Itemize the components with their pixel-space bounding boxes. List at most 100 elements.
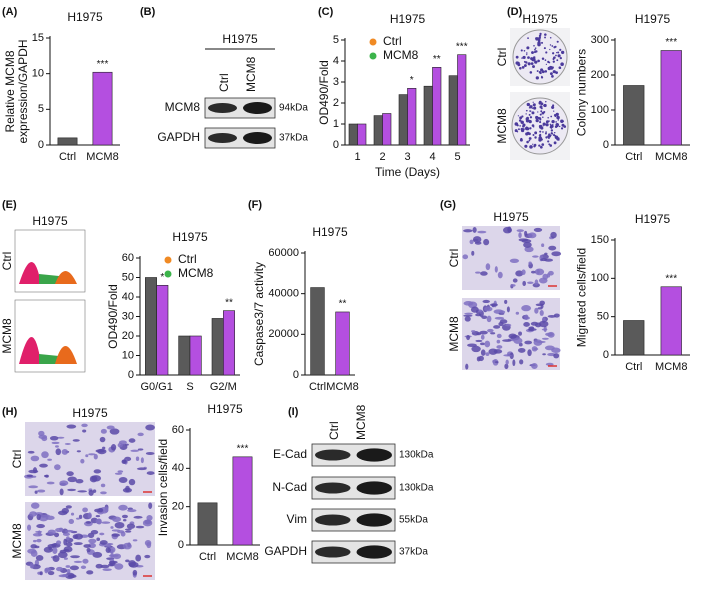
colony [549, 144, 553, 147]
colony [535, 76, 539, 80]
cell [117, 470, 124, 473]
cell [118, 440, 127, 445]
band-name: GAPDH [264, 544, 307, 558]
cell [548, 245, 557, 251]
cell [61, 507, 70, 514]
cell [527, 281, 534, 284]
colony [539, 32, 542, 36]
cell [524, 314, 529, 321]
y-tick-label: 0 [293, 369, 299, 381]
colony [538, 134, 542, 137]
y-tick-label: 0 [178, 539, 184, 551]
bar [178, 335, 191, 376]
cell [83, 544, 91, 548]
colony [524, 144, 528, 148]
y-tick-label: 300 [591, 34, 609, 46]
cell [65, 565, 71, 568]
cell [523, 322, 530, 327]
cell [540, 258, 548, 262]
colony [520, 120, 524, 125]
colony [541, 57, 545, 60]
cell [524, 230, 528, 236]
colony [545, 123, 549, 127]
bar [223, 310, 235, 376]
panel-label: (E) [2, 199, 17, 211]
cell [488, 348, 498, 355]
colony [553, 132, 556, 134]
cell [56, 540, 62, 545]
colony [529, 110, 531, 112]
cell [87, 512, 92, 519]
cell [507, 226, 512, 233]
cell [538, 320, 549, 328]
colony [519, 116, 523, 120]
cell [467, 343, 477, 348]
cell [121, 514, 128, 519]
cell [553, 353, 560, 359]
cell [515, 270, 524, 277]
cell [36, 538, 42, 543]
colony [542, 116, 544, 119]
colony [556, 40, 559, 43]
colony [545, 101, 547, 103]
significance: ** [225, 297, 233, 308]
legend-marker [369, 52, 377, 60]
y-tick-label: 0 [333, 139, 339, 151]
cell [121, 459, 127, 465]
colony [533, 106, 537, 110]
colony [545, 120, 549, 124]
cell [108, 563, 114, 567]
colony [539, 145, 543, 149]
colony [545, 63, 547, 65]
cell [64, 442, 71, 445]
cell [43, 546, 53, 553]
cell [68, 518, 75, 525]
image-title: H1975 [32, 214, 68, 228]
colony [521, 65, 525, 69]
significance: * [410, 75, 414, 86]
cell [538, 277, 548, 284]
cell [73, 560, 83, 564]
x-tick-label: 3 [404, 151, 410, 163]
cell [509, 352, 514, 360]
x-tick-label: G2/M [210, 381, 237, 393]
chart-title: H1975 [312, 225, 348, 239]
cell [72, 439, 80, 442]
bar [432, 67, 442, 146]
colony [528, 137, 532, 140]
cell [125, 559, 130, 563]
cell [47, 529, 56, 535]
colony [522, 55, 526, 60]
cell [541, 337, 549, 340]
cell [475, 339, 483, 343]
cell [132, 539, 138, 542]
image-title: H1975 [522, 12, 558, 26]
cell [496, 345, 503, 349]
cell [105, 547, 111, 553]
colony [529, 116, 533, 119]
cell [88, 538, 97, 544]
bar [448, 75, 458, 146]
colony [556, 115, 560, 120]
cell [516, 229, 524, 232]
colony [549, 48, 551, 51]
cell [471, 345, 481, 353]
cell [496, 333, 502, 339]
cell [528, 232, 537, 239]
y-tick-label: 5 [333, 34, 339, 46]
colony [556, 59, 559, 62]
y-tick-label: 60000 [268, 247, 299, 259]
colony [535, 118, 539, 123]
colony [534, 131, 538, 135]
cell [541, 328, 548, 331]
cell [534, 307, 539, 314]
cell [136, 467, 147, 471]
colony [559, 67, 562, 69]
cell [32, 539, 37, 543]
colony [520, 127, 524, 131]
colony [553, 113, 557, 117]
cell [114, 563, 124, 570]
colony [522, 123, 526, 127]
cell [466, 335, 471, 341]
cell [519, 359, 524, 365]
